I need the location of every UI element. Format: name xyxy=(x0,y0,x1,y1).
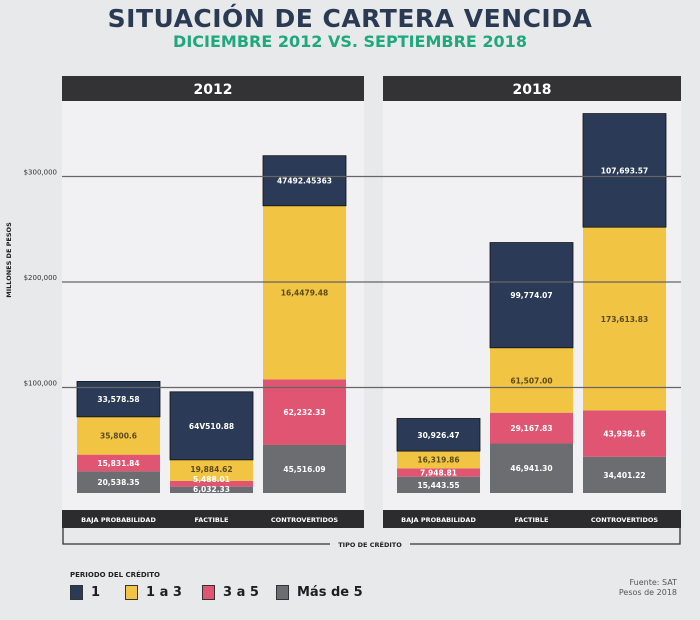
panel-header xyxy=(62,76,364,101)
data-label: 16,319.86 xyxy=(417,456,459,465)
legend-item: 1 xyxy=(70,585,100,600)
data-label: 47492.45363 xyxy=(277,177,332,186)
bar-segment xyxy=(77,416,160,455)
legend-swatch xyxy=(202,585,215,600)
category-bar xyxy=(62,510,364,528)
panel-header xyxy=(383,76,681,101)
legend-swatch xyxy=(276,585,289,600)
data-label: 33,578.58 xyxy=(97,395,139,404)
bar-segment xyxy=(263,205,346,380)
bar-segment xyxy=(490,412,573,444)
bar-segment xyxy=(170,486,253,493)
chart-title: SITUACIÓN DE CARTERA VENCIDA xyxy=(107,4,593,33)
legend-swatch xyxy=(70,585,83,600)
data-label: 7,948.81 xyxy=(420,469,457,478)
legend-label: 3 a 5 xyxy=(223,585,259,600)
bar-segment xyxy=(396,418,481,452)
currency-note: Pesos de 2018 xyxy=(618,588,677,597)
legend-swatch xyxy=(125,585,138,600)
category-label: FACTIBLE xyxy=(195,516,229,524)
bar-segment xyxy=(170,459,253,481)
bar-segment xyxy=(263,379,346,445)
data-label: 99,774.07 xyxy=(510,291,552,300)
bar-segment xyxy=(397,476,480,493)
data-label: 107,693.57 xyxy=(601,166,648,175)
x-axis-bracket xyxy=(62,528,681,545)
bar-segment xyxy=(583,227,666,411)
legend-label: 1 a 3 xyxy=(146,585,182,600)
data-label: 43,938.16 xyxy=(603,430,645,439)
data-label: 19,884.62 xyxy=(190,465,232,474)
category-bar xyxy=(383,510,681,528)
bar-segment xyxy=(582,113,667,228)
bar-segment xyxy=(490,347,573,413)
legend-title: PERIODO DEL CRÉDITO xyxy=(70,571,160,579)
data-label: 46,941.30 xyxy=(510,464,552,473)
y-tick-label: $200,000 xyxy=(24,274,57,282)
legend-item: Más de 5 xyxy=(276,585,363,600)
bar-segment xyxy=(263,444,346,493)
legend-label: 1 xyxy=(91,585,101,600)
data-label: 29,167.83 xyxy=(510,424,552,433)
data-label: 16,4479.48 xyxy=(281,289,328,298)
bar-segment xyxy=(262,155,347,207)
bar-segment xyxy=(170,480,253,487)
category-label: CONTROVERTIDOS xyxy=(271,516,338,524)
data-label: 173,613.83 xyxy=(601,315,648,324)
data-label: 30,926.47 xyxy=(417,431,459,440)
y-tick-label: $300,000 xyxy=(24,169,57,177)
source: Fuente: SAT xyxy=(629,578,678,587)
bar-segment xyxy=(490,443,573,493)
bar-segment xyxy=(77,454,160,472)
legend-item: 3 a 5 xyxy=(202,585,259,600)
y-axis-label: MILLONES DE PESOS xyxy=(5,222,13,298)
data-label: 15,831.84 xyxy=(97,459,139,468)
legend-item: 1 a 3 xyxy=(125,585,182,600)
bar-segment xyxy=(397,451,480,469)
bar-segment xyxy=(169,391,254,461)
x-axis-label: TIPO DE CRÉDITO xyxy=(338,540,402,549)
category-label: BAJA PROBABILIDAD xyxy=(401,516,476,524)
y-tick-label: $100,000 xyxy=(24,380,57,388)
bar-segment xyxy=(489,242,574,349)
bar-segment xyxy=(583,410,666,457)
panel-title: 2012 xyxy=(194,82,233,98)
legend-label: Más de 5 xyxy=(297,585,363,600)
data-label: 35,800.6 xyxy=(100,432,137,441)
data-label: 61,507.00 xyxy=(510,376,552,385)
chart-subtitle: DICIEMBRE 2012 VS. SEPTIEMBRE 2018 xyxy=(173,32,527,51)
bar-segment xyxy=(583,456,666,493)
data-label: 6,032.33 xyxy=(193,485,230,494)
source-note: Fuente: SAT Pesos de 2018 xyxy=(619,578,677,598)
data-label: 15,443.55 xyxy=(417,481,459,490)
panel-title: 2018 xyxy=(513,82,552,98)
category-label: BAJA PROBABILIDAD xyxy=(81,516,156,524)
bar-segment xyxy=(77,471,160,493)
bar-segment xyxy=(397,468,480,477)
data-label: 5,488.01 xyxy=(193,475,230,484)
data-label: 20,538.35 xyxy=(97,478,139,487)
category-label: CONTROVERTIDOS xyxy=(591,516,658,524)
data-label: 62,232.33 xyxy=(283,408,325,417)
category-label: FACTIBLE xyxy=(515,516,549,524)
data-label: 45,516.09 xyxy=(283,465,325,474)
data-label: 64V510.88 xyxy=(189,422,234,431)
data-label: 34,401.22 xyxy=(603,471,645,480)
